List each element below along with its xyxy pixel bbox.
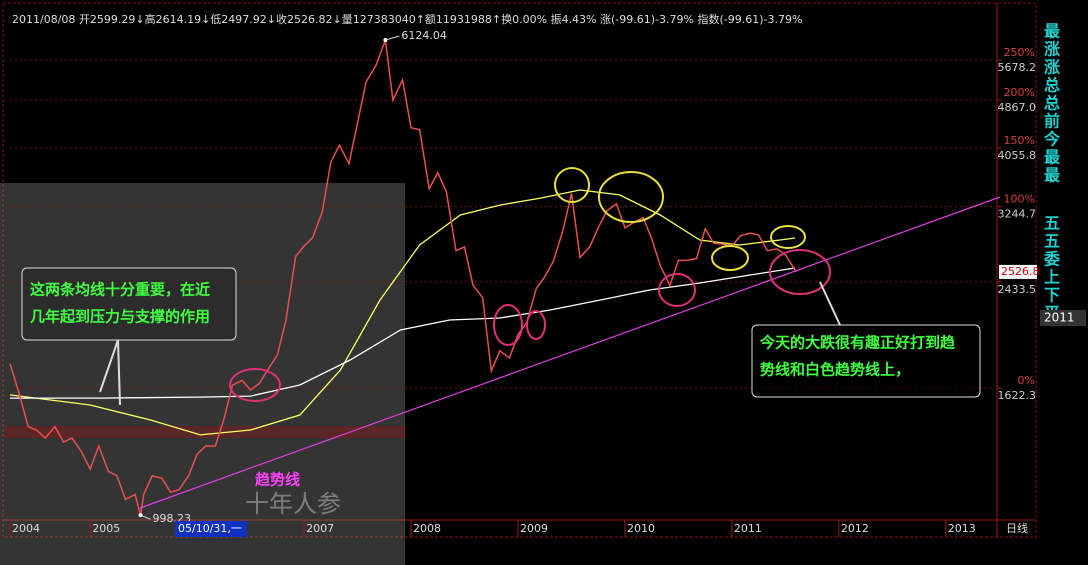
circle	[493, 304, 523, 346]
callout-text: 几年起到压力与支撑的作用	[30, 308, 210, 326]
last-price: 2526.8	[1001, 265, 1040, 278]
period-label: 日线	[1006, 521, 1028, 535]
side-text: 总	[1044, 94, 1060, 113]
side-text: 下	[1044, 286, 1060, 305]
arrow	[117, 339, 121, 406]
callout-text: 势线和白色趋势线上，	[760, 361, 910, 379]
x-tick-label: 2010	[627, 522, 655, 535]
percent-label: 250%	[1004, 46, 1035, 59]
peak-label: 6124.04	[401, 29, 447, 42]
price-line	[9, 39, 797, 516]
percent-label: 0%	[1018, 374, 1035, 387]
ma-line	[9, 189, 796, 436]
leader	[140, 514, 151, 520]
circle	[658, 273, 696, 307]
plot: 0%50%100%150%200%250%1622.32433.53244.74…	[9, 29, 1040, 537]
side-text: 前	[1044, 112, 1060, 131]
circle	[554, 167, 590, 203]
side-text: 最	[1044, 22, 1061, 41]
y-tick-label: 5678.2	[998, 61, 1037, 74]
arrow	[819, 281, 841, 326]
x-tick-label: 2009	[520, 522, 548, 535]
trend-label: 趋势线	[255, 471, 300, 489]
arrow	[99, 339, 119, 393]
side-text: 五	[1044, 214, 1060, 233]
side-text: 总	[1044, 76, 1060, 95]
y-tick-label: 4055.8	[998, 149, 1037, 162]
circle	[598, 171, 664, 223]
x-tick-label: 2012	[841, 522, 869, 535]
circle	[769, 249, 831, 295]
circle	[526, 310, 546, 340]
x-tick-label: 2011	[734, 522, 762, 535]
percent-label: 150%	[1004, 134, 1035, 147]
y-tick-label: 1622.3	[998, 389, 1037, 402]
cursor-date-box	[175, 521, 247, 537]
watermark-panel	[0, 183, 405, 565]
ma-line	[10, 267, 796, 399]
callout-box	[751, 324, 981, 398]
side-panel: 最涨涨总总前今最最五五委上下平2011	[1040, 22, 1086, 326]
x-tick-label: 2007	[306, 522, 334, 535]
circle	[229, 368, 281, 402]
x-tick-label: 2013	[948, 522, 976, 535]
callout-box	[21, 267, 237, 341]
side-text: 五	[1044, 232, 1060, 251]
callout-text: 这两条均线十分重要，在近	[30, 281, 210, 299]
trend-line	[139, 196, 1001, 509]
percent-label: 100%	[1004, 192, 1035, 205]
last-price-box	[999, 264, 1037, 279]
circle	[711, 245, 749, 271]
callout-text: 今天的大跌很有趣正好打到趋	[759, 334, 956, 352]
circle	[770, 225, 806, 249]
side-text: 涨	[1044, 40, 1060, 59]
side-box	[1040, 310, 1086, 326]
x-tick-label: 2004	[12, 522, 40, 535]
percent-label: 200%	[1004, 86, 1035, 99]
x-tick-label: 2008	[413, 522, 441, 535]
side-text: 2011	[1044, 311, 1075, 325]
watermark-text: 十年人参	[245, 490, 341, 518]
y-tick-label: 4867.0	[998, 101, 1037, 114]
side-text: 今	[1043, 130, 1060, 149]
side-text: 涨	[1044, 58, 1060, 77]
side-text: 上	[1044, 268, 1060, 287]
y-tick-label: 3244.7	[998, 207, 1037, 220]
x-tick-label: 2005	[92, 522, 120, 535]
side-text: 委	[1043, 250, 1061, 269]
side-text: 最	[1044, 166, 1061, 185]
side-text: 最	[1044, 148, 1061, 167]
y-tick-label: 2433.5	[998, 283, 1037, 296]
cursor-date: 05/10/31,一	[178, 522, 242, 535]
watermark-band	[5, 426, 405, 438]
leader	[385, 35, 400, 41]
header-info: 2011/08/08 开2599.29↓高2614.19↓低2497.92↓收2…	[12, 12, 802, 26]
